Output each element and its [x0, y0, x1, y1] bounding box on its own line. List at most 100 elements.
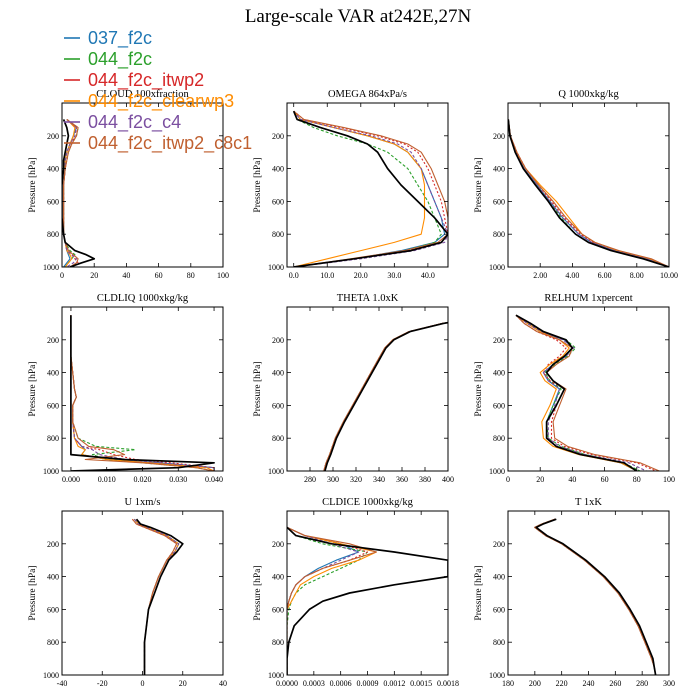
series-line-1: [515, 314, 638, 471]
series-line-7: [324, 321, 448, 471]
y-tick-label: 800: [493, 638, 505, 647]
y-tick-label: 200: [272, 336, 284, 345]
legend-label: 037_f2c: [88, 28, 152, 49]
panel-q-1000xkg-kg: Q 1000xkg/kg Pressure [hPa] 200 400 600 800 10…: [474, 89, 678, 280]
y-tick-label: 400: [493, 165, 505, 174]
series-line-1: [508, 119, 669, 267]
legend-label: 044_f2c: [88, 49, 152, 70]
series-line-7: [135, 518, 184, 675]
x-tick-label: 220: [556, 679, 568, 688]
y-tick-label: 1000: [43, 467, 59, 476]
series-lines: [131, 518, 184, 675]
series-line-5: [515, 314, 647, 471]
y-tick-label: 400: [493, 573, 505, 582]
x-tick-label: 40: [568, 475, 576, 484]
y-tick-label: 200: [47, 336, 59, 345]
y-tick-label: 400: [47, 369, 59, 378]
series-line-5: [63, 118, 78, 267]
x-tick-label: 280: [636, 679, 648, 688]
plot-frame: [286, 306, 449, 472]
x-tick-label: 0.0009: [357, 679, 379, 688]
y-tick-label: 1000: [43, 671, 59, 680]
series-line-1: [293, 110, 446, 267]
y-tick-label: 800: [272, 434, 284, 443]
y-axis-label: Pressure [hPa]: [253, 565, 263, 620]
series-line-6: [287, 526, 377, 675]
series-line-6: [323, 322, 448, 471]
plot-frame: [507, 306, 670, 472]
y-axis-label: Pressure [hPa]: [28, 361, 38, 416]
y-axis-label: Pressure [hPa]: [474, 157, 484, 212]
y-tick-label: 600: [272, 401, 284, 410]
x-tick-label: 0.0003: [303, 679, 325, 688]
x-tick-label: 20: [179, 679, 187, 688]
x-tick-label: 0.0: [289, 271, 299, 280]
y-tick-label: 200: [272, 132, 284, 141]
legend-item-044-f2c: 044_f2c: [64, 49, 152, 70]
series-line-2: [287, 526, 369, 675]
legend: 037_f2c044_f2c044_f2c_itwp2044_f2c_clear…: [64, 28, 252, 154]
plot-frame: [61, 102, 224, 268]
series-line-3: [287, 526, 369, 675]
x-tick-label: 300: [663, 679, 675, 688]
y-tick-label: 400: [272, 573, 284, 582]
x-tick-label: 0.0012: [383, 679, 405, 688]
figure-title: Large-scale VAR at242E,27N: [245, 6, 472, 27]
x-tick-label: 360: [396, 475, 408, 484]
series-line-6: [131, 518, 178, 675]
series-line-4: [287, 526, 377, 675]
panel-title: THETA 1.0xK: [337, 293, 399, 304]
y-axis-label: Pressure [hPa]: [253, 361, 263, 416]
panel-title: OMEGA 864xPa/s: [328, 89, 407, 100]
series-lines: [292, 110, 448, 267]
x-tick-label: 0.0006: [330, 679, 352, 688]
plot-frame: [286, 510, 449, 676]
series-line-3: [70, 315, 215, 471]
series-line-2: [515, 314, 641, 471]
x-tick-label: 0.0000: [276, 679, 298, 688]
x-tick-label: 180: [502, 679, 514, 688]
series-line-6: [534, 518, 657, 675]
x-tick-label: 100: [217, 271, 229, 280]
x-tick-label: 0.040: [205, 475, 223, 484]
series-lines: [70, 315, 215, 471]
panel-title: CLDLIQ 1000xkg/kg: [97, 293, 189, 304]
series-line-6: [70, 315, 215, 471]
series-line-2: [534, 518, 657, 675]
x-tick-label: 80: [633, 475, 641, 484]
legend-label: 044_f2c_c4: [88, 112, 181, 133]
x-tick-label: 40: [122, 271, 130, 280]
series-line-7: [70, 315, 215, 471]
panel-title: T 1xK: [575, 497, 602, 508]
series-line-2: [133, 518, 180, 675]
series-line-4: [70, 315, 215, 471]
y-tick-label: 600: [47, 197, 59, 206]
x-tick-label: 240: [583, 679, 595, 688]
panel-title: CLDICE 1000xkg/kg: [322, 497, 413, 508]
y-tick-label: 600: [493, 401, 505, 410]
series-lines: [534, 518, 657, 675]
series-line-3: [534, 518, 657, 675]
panel-title: U 1xm/s: [125, 497, 161, 508]
series-line-7: [508, 119, 669, 267]
series-line-1: [534, 518, 657, 675]
legend-item-044-f2c-clearwp3: 044_f2c_clearwp3: [64, 91, 234, 112]
series-line-3: [515, 314, 657, 471]
x-tick-label: 260: [609, 679, 621, 688]
panel-title: Q 1000xkg/kg: [558, 89, 619, 100]
y-tick-label: 1000: [268, 671, 284, 680]
series-lines: [515, 314, 660, 471]
panel-cldice-1000xkg-kg: CLDICE 1000xkg/kg Pressure [hPa] 200 400 600…: [253, 497, 459, 688]
x-tick-label: 280: [304, 475, 316, 484]
series-line-3: [508, 119, 669, 267]
legend-label: 044_f2c_itwp2_c8c1: [88, 133, 252, 154]
legend-label: 044_f2c_clearwp3: [88, 91, 234, 112]
series-line-4: [515, 314, 638, 471]
series-line-1: [133, 518, 180, 675]
x-tick-label: 200: [529, 679, 541, 688]
y-tick-label: 400: [47, 573, 59, 582]
y-tick-label: 400: [272, 369, 284, 378]
y-tick-label: 600: [493, 605, 505, 614]
series-line-2: [323, 322, 448, 471]
